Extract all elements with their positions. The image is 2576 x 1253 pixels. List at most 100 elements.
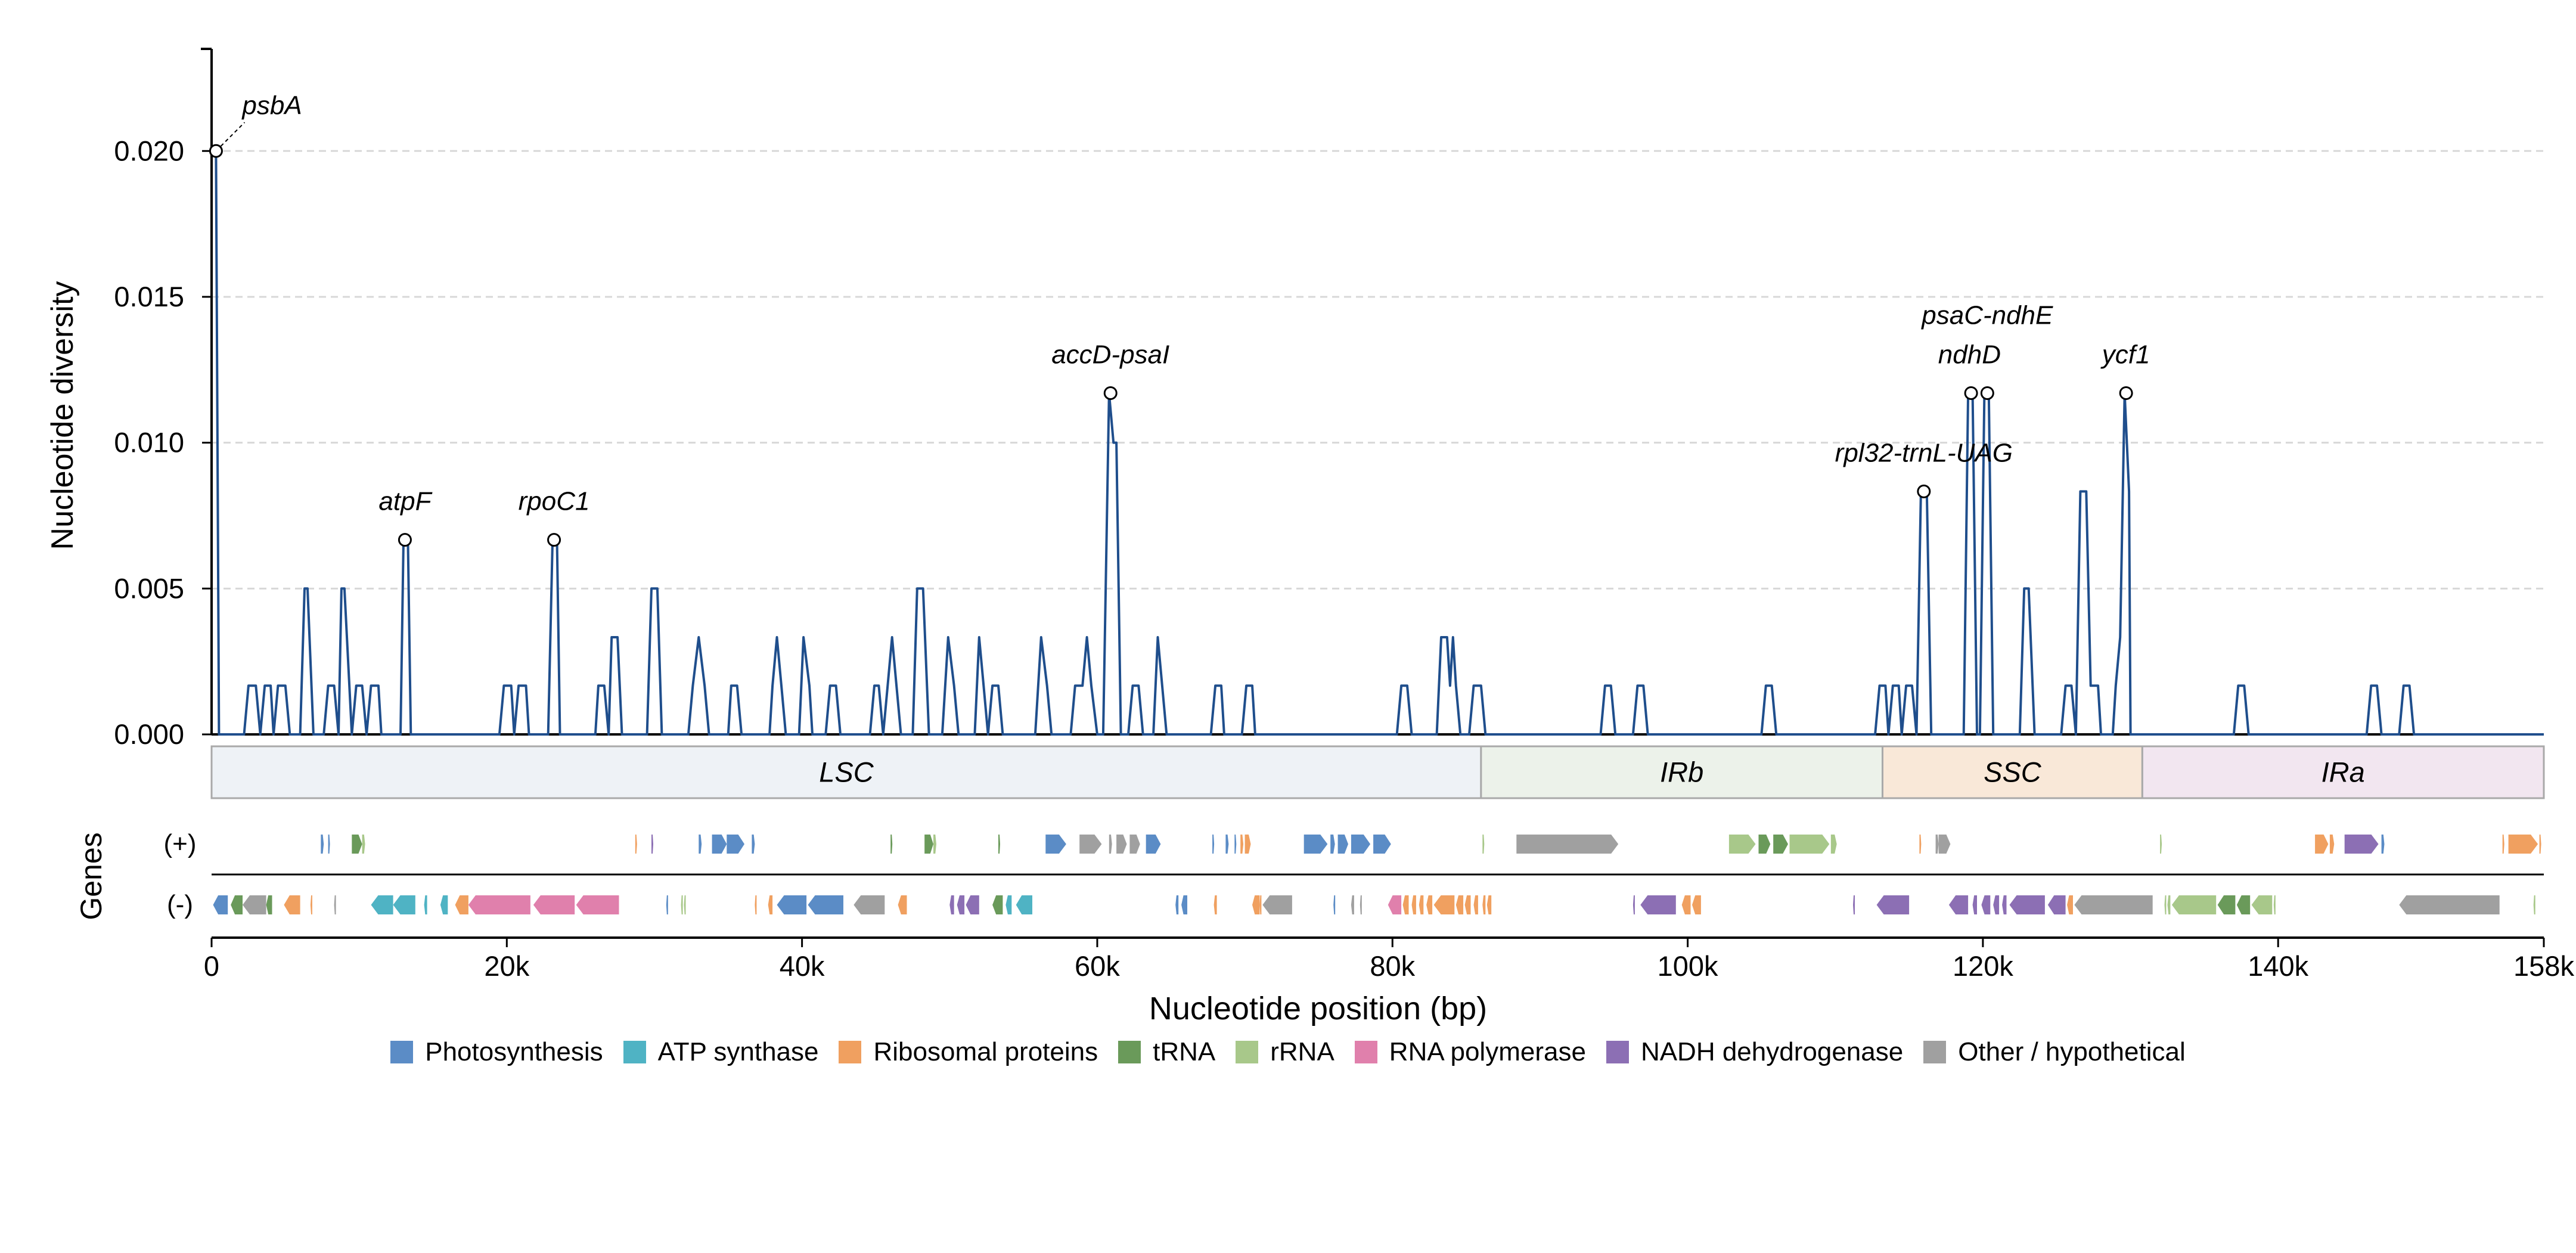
gene-minus-strand bbox=[2047, 895, 2066, 914]
legend-swatch bbox=[623, 1041, 646, 1063]
legend-swatch bbox=[1354, 1041, 1377, 1063]
gene-minus-strand bbox=[808, 895, 843, 914]
legend-item: ATP synthase bbox=[623, 1037, 819, 1067]
gene-minus-strand bbox=[957, 895, 965, 914]
gene-minus-strand bbox=[2236, 895, 2251, 914]
gene-minus-strand bbox=[1948, 895, 1969, 914]
legend-label: Ribosomal proteins bbox=[873, 1037, 1098, 1066]
region-label: LSC bbox=[819, 756, 874, 788]
x-tick-label: 158k bbox=[2513, 950, 2574, 982]
gene-plus-strand bbox=[1244, 835, 1251, 854]
gene-minus-strand bbox=[2074, 895, 2153, 914]
legend-item: Ribosomal proteins bbox=[839, 1037, 1098, 1067]
peak-annotation-label: atpF bbox=[378, 487, 432, 516]
gene-plus-strand bbox=[1789, 835, 1830, 854]
gene-minus-strand bbox=[2251, 895, 2273, 914]
strand-plus-label: (+) bbox=[164, 829, 197, 858]
y-tick-label: 0.015 bbox=[114, 281, 184, 312]
x-tick-label: 100k bbox=[1658, 950, 1718, 982]
gene-minus-strand bbox=[1402, 895, 1409, 914]
gene-minus-strand bbox=[1426, 895, 1433, 914]
gene-minus-strand bbox=[1411, 895, 1416, 914]
gene-minus-strand bbox=[2002, 895, 2007, 914]
gene-minus-strand bbox=[681, 895, 683, 914]
gene-minus-strand bbox=[284, 895, 300, 914]
gene-plus-strand bbox=[1240, 835, 1244, 854]
gene-minus-strand bbox=[1972, 895, 1977, 914]
gene-minus-strand bbox=[1213, 895, 1217, 914]
gene-minus-strand bbox=[1486, 895, 1492, 914]
gene-plus-strand bbox=[362, 835, 365, 854]
gene-minus-strand bbox=[2167, 895, 2171, 914]
legend-label: rRNA bbox=[1270, 1037, 1334, 1066]
gene-minus-strand bbox=[992, 895, 1003, 914]
legend-label: RNA polymerase bbox=[1389, 1037, 1586, 1066]
legend-label: Photosynthesis bbox=[425, 1037, 603, 1066]
x-tick-label: 0 bbox=[204, 950, 219, 982]
peak-marker bbox=[1964, 386, 1978, 400]
gene-plus-strand bbox=[727, 835, 744, 854]
legend-item: tRNA bbox=[1118, 1037, 1215, 1067]
gene-plus-strand bbox=[328, 835, 330, 854]
legend-item: NADH dehydrogenase bbox=[1606, 1037, 1903, 1067]
legend-item: Photosynthesis bbox=[390, 1037, 603, 1067]
gene-plus-strand bbox=[1830, 835, 1837, 854]
gene-minus-strand bbox=[455, 895, 468, 914]
legend-swatch bbox=[1236, 1041, 1259, 1063]
gene-minus-strand bbox=[1262, 895, 1292, 914]
gene-minus-strand bbox=[2067, 895, 2073, 914]
gene-plus-strand bbox=[1773, 835, 1788, 854]
gene-minus-strand bbox=[949, 895, 954, 914]
gene-plus-strand bbox=[1337, 835, 1348, 854]
gene-plus-strand bbox=[1116, 835, 1127, 854]
gene-plus-strand bbox=[1146, 835, 1161, 854]
gene-plus-strand bbox=[2315, 835, 2329, 854]
gene-minus-strand bbox=[243, 895, 266, 914]
legend-label: tRNA bbox=[1153, 1037, 1216, 1066]
region-block bbox=[210, 745, 1482, 799]
gene-minus-strand bbox=[2171, 895, 2217, 914]
gene-minus-strand bbox=[1482, 895, 1486, 914]
legend-label: ATP synthase bbox=[657, 1037, 819, 1066]
legend-swatch bbox=[390, 1041, 414, 1063]
gene-plus-strand bbox=[699, 835, 702, 854]
gene-plus-strand bbox=[1373, 835, 1391, 854]
gene-minus-strand bbox=[231, 895, 243, 914]
gene-minus-strand bbox=[1632, 895, 1635, 914]
region-label: IRb bbox=[1660, 756, 1703, 788]
peak-annotation-label: ndhD bbox=[1938, 340, 2001, 369]
gene-minus-strand bbox=[1681, 895, 1691, 914]
gene-plus-strand bbox=[933, 835, 936, 854]
y-tick-label: 0.005 bbox=[114, 572, 184, 604]
gene-plus-strand bbox=[2381, 835, 2385, 854]
gene-plus-strand bbox=[1330, 835, 1335, 854]
gene-minus-strand bbox=[266, 895, 272, 914]
peak-annotation-label: rpl32-trnL-UAG bbox=[1835, 438, 2013, 467]
gene-plus-strand bbox=[1234, 835, 1237, 854]
peak-marker bbox=[398, 533, 412, 547]
gene-plus-strand bbox=[2502, 835, 2504, 854]
gene-plus-strand bbox=[1109, 835, 1112, 854]
gene-minus-strand bbox=[1419, 895, 1424, 914]
gene-plus-strand bbox=[1079, 835, 1102, 854]
gene-minus-strand bbox=[1333, 895, 1336, 914]
region-label: IRa bbox=[2321, 756, 2365, 788]
gene-minus-strand bbox=[213, 895, 228, 914]
peak-marker bbox=[1917, 484, 1931, 498]
legend-label: NADH dehydrogenase bbox=[1640, 1037, 1904, 1066]
legend-swatch bbox=[1923, 1041, 1947, 1063]
x-tick-label: 40k bbox=[780, 950, 825, 982]
diversity-series-line bbox=[212, 150, 2544, 736]
gene-plus-strand bbox=[2160, 835, 2162, 854]
x-tick-label: 120k bbox=[1953, 950, 2013, 982]
gene-plus-strand bbox=[1938, 835, 1951, 854]
peak-marker bbox=[1980, 386, 1994, 400]
gene-minus-strand bbox=[2399, 895, 2500, 914]
gene-plus-strand bbox=[924, 835, 933, 854]
legend-swatch bbox=[1118, 1041, 1141, 1063]
gene-plus-strand bbox=[2344, 835, 2379, 854]
gene-minus-strand bbox=[1005, 895, 1012, 914]
gene-minus-strand bbox=[1853, 895, 1855, 914]
region-label: SSC bbox=[1984, 756, 2042, 788]
gene-plus-strand bbox=[2329, 835, 2335, 854]
